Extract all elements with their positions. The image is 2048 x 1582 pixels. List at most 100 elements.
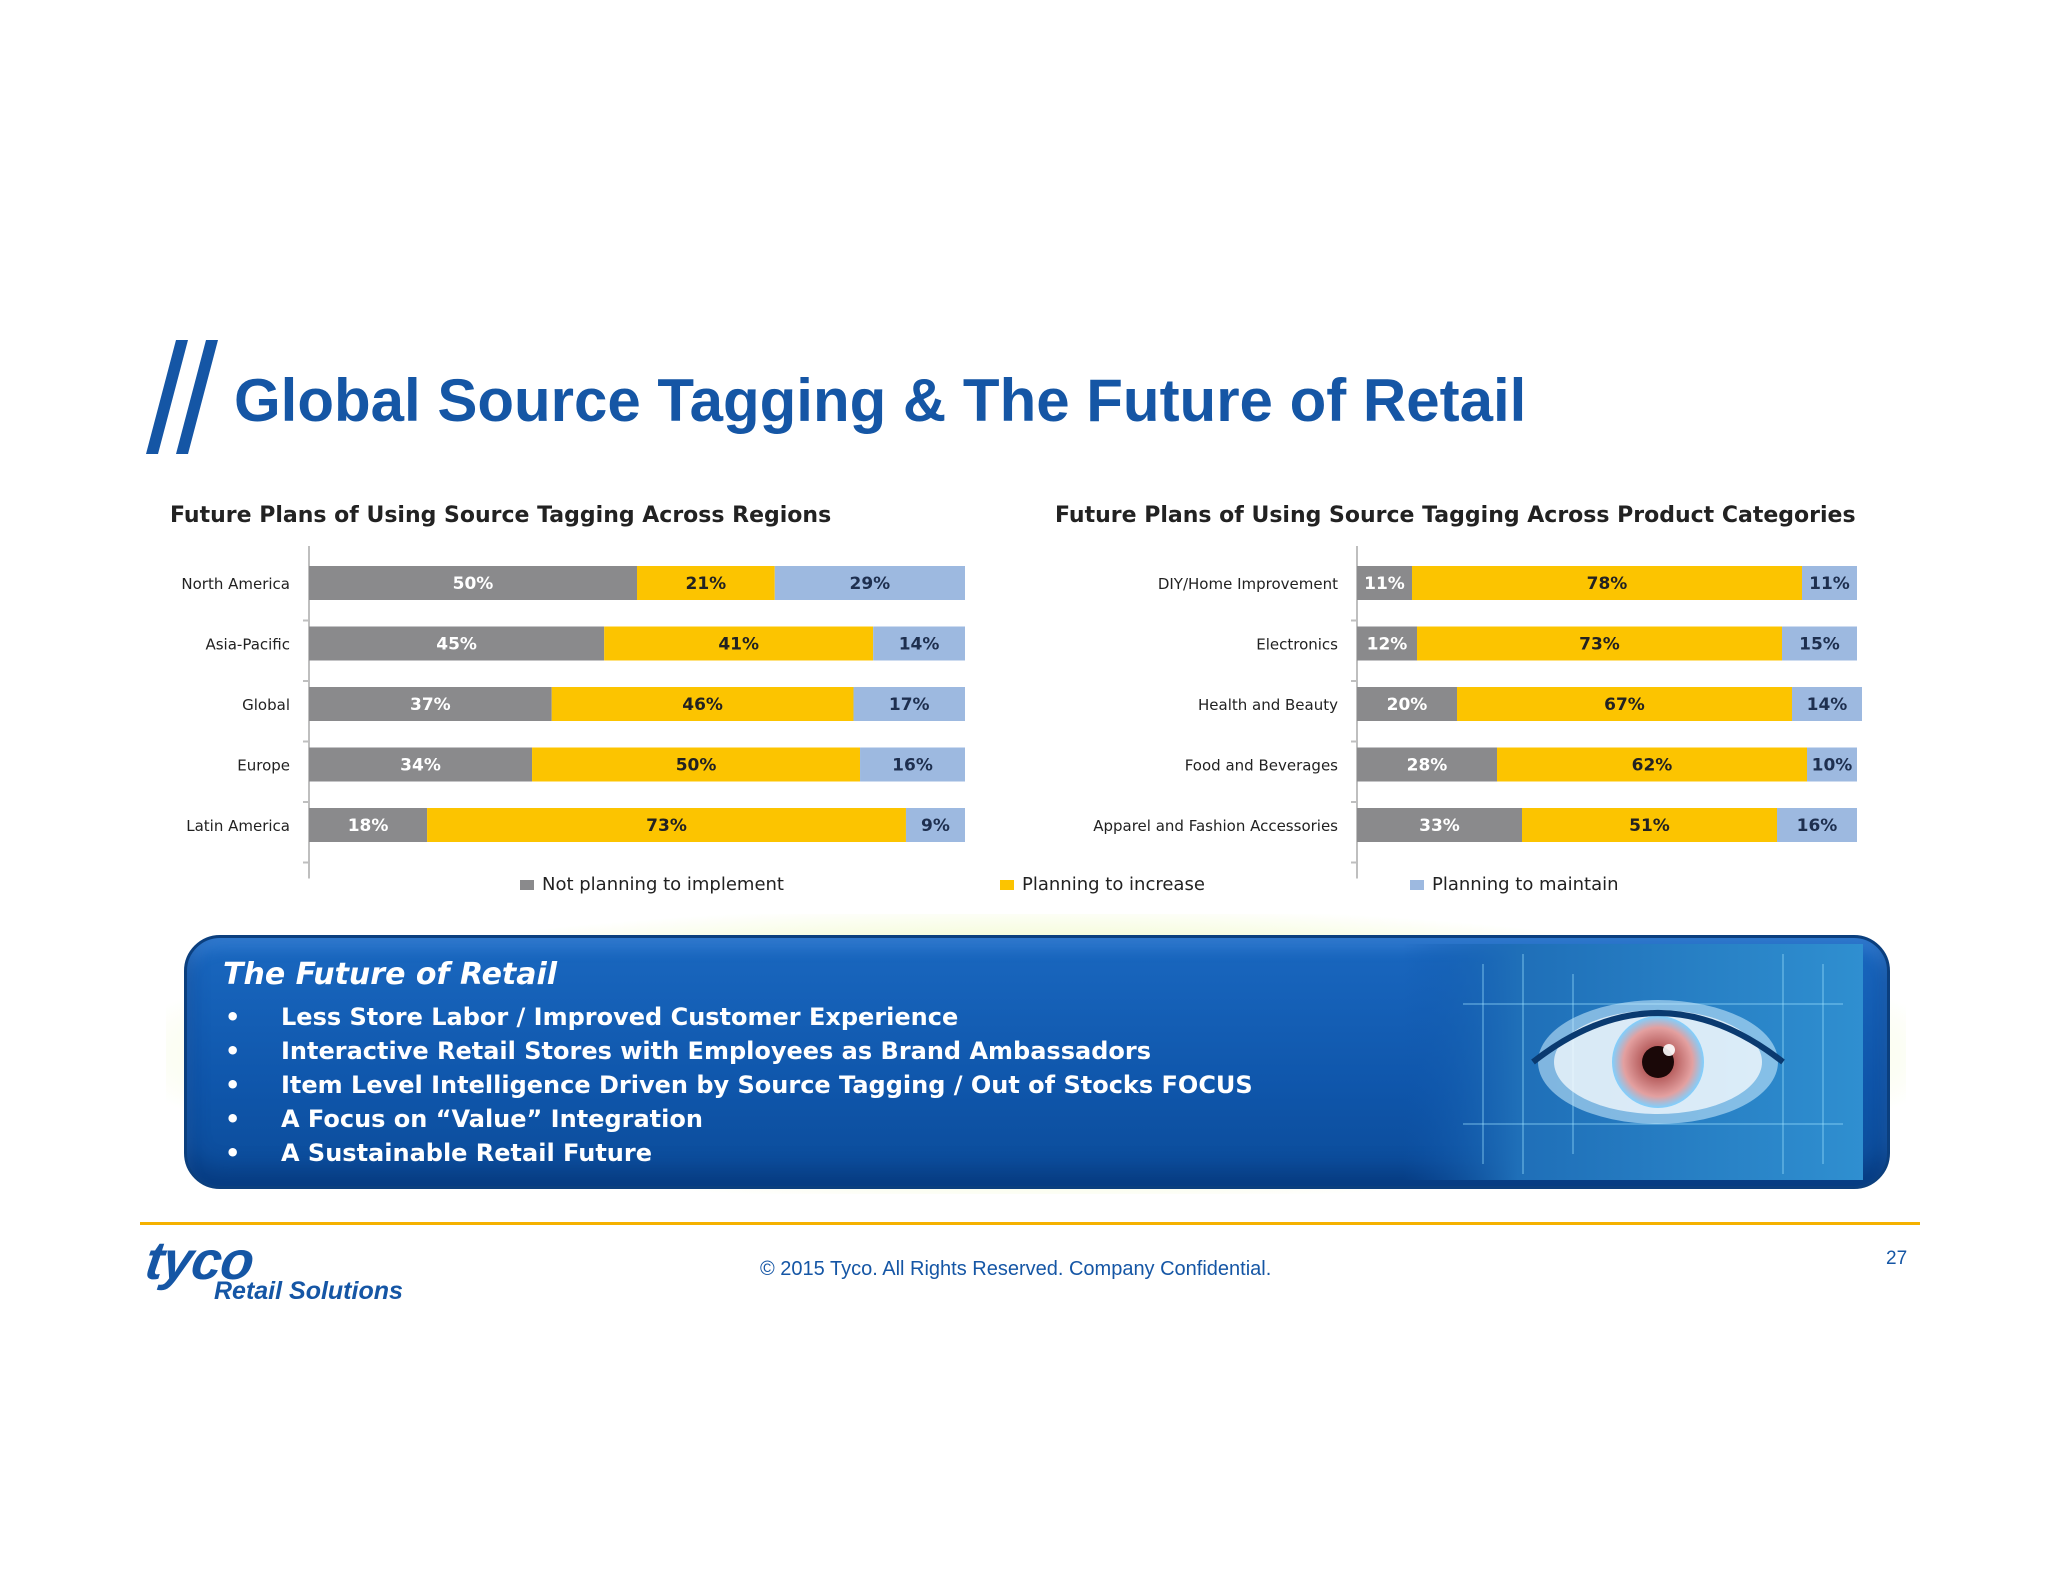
- copyright-notice: © 2015 Tyco. All Rights Reserved. Compan…: [760, 1258, 1272, 1280]
- data-label: 73%: [1579, 635, 1620, 655]
- bar-asia-pacific-not-planning-to-implement: [309, 626, 605, 661]
- bar-global-planning-to-maintain: [853, 687, 965, 721]
- data-label: 10%: [1812, 756, 1853, 776]
- bullet-text: Interactive Retail Stores with Employees…: [281, 1037, 1151, 1065]
- data-label: 46%: [682, 695, 723, 715]
- footer-divider: [140, 1222, 1920, 1225]
- category-label-asia-pacific: Asia-Pacific: [205, 636, 290, 654]
- bar-latin-america-not-planning-to-implement: [309, 808, 428, 842]
- bar-health-and-beauty-not-planning-to-implement: [1357, 687, 1457, 721]
- bar-asia-pacific-planning-to-maintain: [873, 626, 965, 661]
- bullet-glyph: •: [225, 1071, 241, 1099]
- banner-bullet-list: • Less Store Labor / Improved Customer Ex…: [223, 1000, 1253, 1170]
- bar-diy-home-improvement-planning-to-increase: [1412, 566, 1802, 600]
- legend-label: Not planning to implement: [542, 874, 784, 895]
- bullet-text: A Sustainable Retail Future: [281, 1139, 652, 1167]
- bar-north-america-planning-to-increase: [637, 566, 775, 600]
- category-label-apparel-and-fashion-accessories: Apparel and Fashion Accessories: [1093, 817, 1338, 835]
- legend-swatch-blue: [1410, 879, 1424, 890]
- data-label: 16%: [1797, 816, 1838, 836]
- chart-legend: Not planning to implement Planning to in…: [0, 874, 2048, 904]
- data-label: 45%: [436, 635, 477, 655]
- data-label: 17%: [889, 695, 930, 715]
- bar-electronics-planning-to-increase: [1417, 626, 1782, 661]
- bullet-text: Item Level Intelligence Driven by Source…: [281, 1071, 1253, 1099]
- data-label: 9%: [921, 816, 950, 836]
- bar-europe-planning-to-maintain: [860, 747, 965, 782]
- bar-health-and-beauty-planning-to-maintain: [1792, 687, 1862, 721]
- banner-bullet: • A Sustainable Retail Future: [223, 1136, 1253, 1170]
- banner-bullet: • A Focus on “Value” Integration: [223, 1102, 1253, 1136]
- bar-electronics-planning-to-maintain: [1782, 626, 1857, 661]
- legend-item-planning-maintain: Planning to maintain: [1410, 874, 1619, 895]
- regions-chart-title: Future Plans of Using Source Tagging Acr…: [170, 503, 832, 528]
- bullet-glyph: •: [225, 1105, 241, 1133]
- data-label: 15%: [1799, 635, 1840, 655]
- category-label-electronics: Electronics: [1256, 636, 1338, 654]
- future-of-retail-banner: The Future of Retail • Less Store Labor /…: [184, 935, 1890, 1189]
- data-label: 73%: [646, 816, 687, 836]
- data-label: 14%: [1807, 695, 1848, 715]
- bar-north-america-not-planning-to-implement: [309, 566, 637, 600]
- legend-swatch-yellow: [1000, 879, 1014, 890]
- bar-food-and-beverages-planning-to-maintain: [1807, 747, 1857, 782]
- categories-chart-plot: DIY/Home Improvement 11% 78% 11% Electronics…: [1093, 546, 1862, 879]
- digital-eye-icon: [1403, 944, 1863, 1180]
- slide-title: Global Source Tagging & The Future of Re…: [234, 367, 1527, 434]
- tyco-logo: tyco Retail Solutions: [142, 1231, 436, 1305]
- title-slash-icon: [146, 340, 218, 454]
- bar-global-not-planning-to-implement: [309, 687, 552, 721]
- regions-chart-plot: North America 50% 21% 29% Asia-Pacific 45% 41%…: [181, 546, 965, 879]
- data-label: 28%: [1407, 756, 1448, 776]
- bullet-text: A Focus on “Value” Integration: [281, 1105, 703, 1133]
- bar-apparel-and-fashion-accessories-planning-to-maintain: [1777, 808, 1857, 842]
- bar-latin-america-planning-to-maintain: [905, 808, 965, 842]
- bar-apparel-and-fashion-accessories-not-planning-to-implement: [1357, 808, 1522, 842]
- data-label: 20%: [1387, 695, 1428, 715]
- category-label-diy-home-improvement: DIY/Home Improvement: [1158, 575, 1338, 593]
- bar-apparel-and-fashion-accessories-planning-to-increase: [1522, 808, 1777, 842]
- data-label: 16%: [892, 756, 933, 776]
- bar-food-and-beverages-not-planning-to-implement: [1357, 747, 1497, 782]
- data-label: 50%: [676, 756, 717, 776]
- legend-swatch-gray: [520, 879, 534, 890]
- bar-diy-home-improvement-not-planning-to-implement: [1357, 566, 1412, 600]
- bar-asia-pacific-planning-to-increase: [604, 626, 874, 661]
- data-label: 37%: [410, 695, 451, 715]
- data-label: 50%: [453, 574, 494, 594]
- data-label: 78%: [1587, 574, 1628, 594]
- bullet-glyph: •: [225, 1139, 241, 1167]
- data-label: 29%: [850, 574, 891, 594]
- banner-heading: The Future of Retail: [223, 957, 558, 992]
- bar-north-america-planning-to-maintain: [774, 566, 965, 600]
- data-label: 18%: [348, 816, 389, 836]
- category-label-europe: Europe: [237, 757, 290, 775]
- data-label: 41%: [718, 635, 759, 655]
- data-label: 34%: [400, 756, 441, 776]
- legend-item-planning-increase: Planning to increase: [1000, 874, 1205, 895]
- banner-bullet: • Interactive Retail Stores with Employee…: [223, 1034, 1253, 1068]
- data-label: 21%: [686, 574, 727, 594]
- categories-chart-title: Future Plans of Using Source Tagging Acr…: [1055, 503, 1856, 528]
- legend-item-not-planning: Not planning to implement: [520, 874, 784, 895]
- banner-bullet: • Less Store Labor / Improved Customer Ex…: [223, 1000, 1253, 1034]
- data-label: 12%: [1367, 635, 1408, 655]
- category-label-food-and-beverages: Food and Beverages: [1185, 757, 1338, 775]
- data-label: 14%: [899, 635, 940, 655]
- bar-diy-home-improvement-planning-to-maintain: [1802, 566, 1857, 600]
- legend-label: Planning to maintain: [1432, 874, 1619, 895]
- bar-europe-planning-to-increase: [532, 747, 861, 782]
- data-label: 11%: [1809, 574, 1850, 594]
- bar-food-and-beverages-planning-to-increase: [1497, 747, 1807, 782]
- bar-global-planning-to-increase: [551, 687, 854, 721]
- logo-subtitle: Retail Solutions: [214, 1277, 403, 1305]
- page-number: 27: [1886, 1248, 1908, 1269]
- category-label-latin-america: Latin America: [186, 817, 290, 835]
- bar-health-and-beauty-planning-to-increase: [1457, 687, 1792, 721]
- category-label-global: Global: [242, 696, 290, 714]
- legend-label: Planning to increase: [1022, 874, 1205, 895]
- bar-electronics-not-planning-to-implement: [1357, 626, 1417, 661]
- banner-bullet: • Item Level Intelligence Driven by Sourc…: [223, 1068, 1253, 1102]
- data-label: 11%: [1364, 574, 1405, 594]
- data-label: 67%: [1604, 695, 1645, 715]
